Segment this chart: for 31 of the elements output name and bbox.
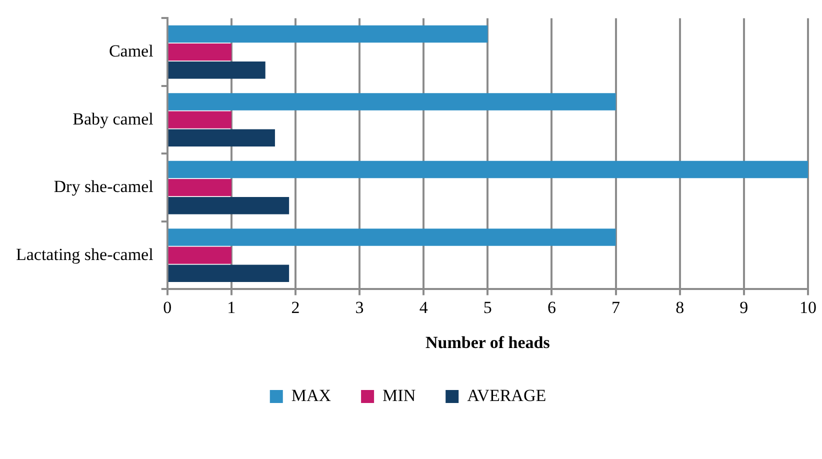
- bar: [168, 129, 275, 146]
- x-tick-label: 8: [676, 298, 684, 317]
- bar: [168, 264, 290, 282]
- x-tick-label: 3: [355, 298, 364, 317]
- x-tick-label: 2: [291, 298, 300, 317]
- x-tick-label: 7: [612, 298, 621, 317]
- bar: [168, 160, 808, 178]
- x-tick-label: 6: [547, 298, 556, 317]
- bar: [168, 111, 232, 128]
- x-tick-label: 10: [800, 298, 816, 317]
- x-tick-label: 1: [227, 298, 236, 317]
- bar: [168, 25, 488, 43]
- legend-label: AVERAGE: [467, 386, 546, 405]
- bar: [168, 197, 290, 214]
- legend-label: MIN: [382, 386, 416, 405]
- x-tick-label: 0: [163, 298, 172, 317]
- bar: [168, 178, 232, 196]
- x-tick-label: 5: [483, 298, 492, 317]
- x-axis-title: Number of heads: [425, 333, 550, 352]
- bar: [168, 43, 232, 61]
- y-tick-label: Baby camel: [72, 109, 154, 128]
- x-tick-label: 9: [740, 298, 748, 317]
- y-tick-label: Dry she-camel: [54, 177, 154, 196]
- bar: [168, 228, 616, 246]
- bar: [168, 62, 266, 79]
- y-tick-label: Lactating she-camel: [16, 244, 154, 264]
- x-tick-label: 4: [419, 298, 428, 317]
- bar: [168, 93, 616, 110]
- bar: [168, 246, 232, 264]
- y-tick-label: Camel: [108, 42, 154, 61]
- legend-label: MAX: [291, 386, 332, 405]
